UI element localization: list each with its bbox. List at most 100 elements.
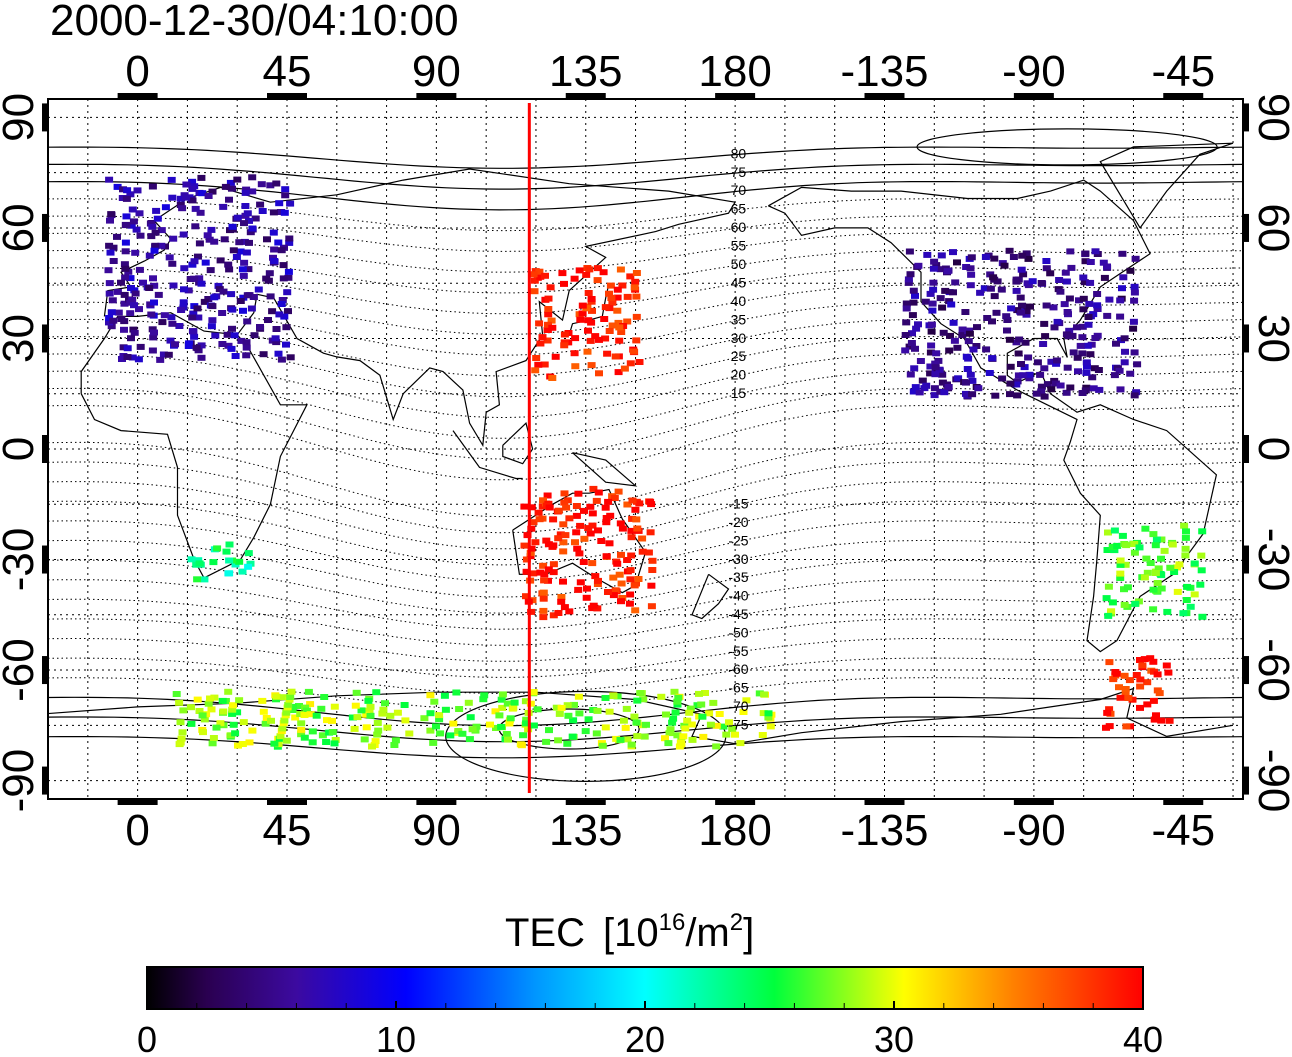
- tec-cell: [951, 279, 960, 286]
- tec-cell: [548, 324, 557, 331]
- tec-cell: [574, 586, 583, 593]
- tec-cell: [1063, 309, 1072, 315]
- tec-cell: [1116, 313, 1125, 320]
- tec-cell: [207, 323, 216, 330]
- contour-label: 60: [731, 219, 747, 235]
- tec-cell: [927, 321, 936, 328]
- tec-cell: [632, 516, 641, 523]
- tec-cell: [588, 522, 597, 529]
- tec-cell: [178, 205, 187, 212]
- tec-cell: [571, 335, 580, 342]
- tec-cell: [1067, 264, 1076, 271]
- tec-cell: [251, 215, 260, 222]
- tec-cell: [627, 534, 636, 541]
- tec-cell: [189, 310, 198, 317]
- tec-cell: [1118, 250, 1127, 257]
- tec-cell: [1085, 300, 1094, 307]
- tec-cell: [1190, 560, 1199, 567]
- tec-cell: [623, 557, 632, 563]
- tec-cell: [366, 703, 375, 710]
- tec-cell: [943, 268, 952, 275]
- tec-cell: [1024, 354, 1033, 361]
- tec-cell: [1157, 536, 1166, 543]
- tec-cell: [601, 504, 610, 511]
- tec-cell: [945, 347, 954, 354]
- tec-cell: [657, 693, 666, 700]
- contour-label: 70: [731, 182, 747, 198]
- tec-cell: [120, 261, 129, 268]
- tec-cell: [218, 697, 227, 704]
- tec-cell: [164, 351, 173, 358]
- tec-cell: [572, 529, 581, 536]
- tec-cell: [556, 531, 565, 538]
- tec-cell: [586, 337, 595, 344]
- tec-cell: [972, 343, 981, 349]
- tec-cell: [330, 703, 339, 710]
- tec-cell: [593, 277, 602, 284]
- tec-cell: [121, 265, 130, 272]
- tec-cell: [194, 557, 203, 564]
- top-lon-tick-label: 135: [549, 47, 622, 96]
- tec-cell: [1026, 303, 1034, 310]
- tec-cell: [904, 276, 913, 283]
- tec-cell: [1163, 608, 1172, 615]
- tec-cell: [360, 736, 369, 743]
- tec-cell: [618, 282, 627, 289]
- tec-cell: [1141, 525, 1150, 532]
- tec-cell: [674, 694, 683, 701]
- tec-cell: [929, 286, 938, 293]
- tec-cell: [1165, 717, 1174, 724]
- tec-cell: [272, 693, 281, 700]
- tec-cell: [571, 539, 579, 546]
- left-lat-tick-label: 90: [0, 93, 43, 142]
- tec-cell: [1005, 336, 1014, 343]
- tec-cell: [352, 689, 361, 696]
- tec-cell: [122, 213, 131, 220]
- tec-cell: [430, 698, 439, 705]
- tec-cell: [240, 220, 248, 227]
- tec-cell: [1182, 597, 1191, 603]
- tec-cell: [1012, 278, 1021, 285]
- tec-cell: [274, 741, 283, 748]
- tec-cell: [126, 310, 135, 317]
- tec-cell: [988, 318, 996, 325]
- tec-cell: [306, 711, 315, 718]
- contour-label: -30: [728, 551, 748, 567]
- tec-cell: [104, 267, 113, 274]
- tec-cell: [574, 693, 583, 700]
- tec-cell: [527, 608, 536, 615]
- tec-cell: [148, 223, 157, 230]
- tec-cell: [372, 689, 381, 696]
- tec-cell: [631, 607, 640, 614]
- tec-cell: [980, 285, 989, 292]
- tec-cell: [630, 713, 639, 720]
- tec-cell: [197, 354, 206, 361]
- tec-cell: [646, 529, 655, 536]
- tec-cell: [1130, 283, 1139, 290]
- magnetic-contour-line: [48, 215, 1243, 252]
- tec-cell: [629, 348, 638, 355]
- tec-cell: [127, 222, 136, 229]
- contour-labels: 80 75 70 65 60 55 50 45 40 35 30 25 20 15 -15 -20 -25 -30…: [728, 145, 748, 732]
- tec-cell: [241, 189, 250, 196]
- tec-cell: [1076, 342, 1085, 349]
- tec-cell: [1120, 335, 1129, 342]
- tec-cell: [580, 535, 589, 542]
- tec-cell: [426, 692, 435, 699]
- tec-cell: [1036, 371, 1045, 378]
- tec-cell: [986, 285, 995, 292]
- tec-cell: [198, 712, 207, 719]
- tec-cell: [1012, 381, 1021, 388]
- tec-cell: [480, 692, 489, 699]
- tec-cell: [218, 310, 227, 316]
- tec-cell: [130, 302, 138, 309]
- tec-cell: [909, 299, 918, 306]
- tec-cell: [529, 689, 538, 695]
- tec-cell: [113, 233, 121, 240]
- tec-cell: [697, 701, 706, 708]
- tec-cell: [603, 350, 612, 357]
- tec-cell: [1136, 676, 1145, 683]
- tec-cell: [246, 560, 255, 567]
- tec-cell: [911, 292, 919, 299]
- tec-cell: [549, 612, 558, 619]
